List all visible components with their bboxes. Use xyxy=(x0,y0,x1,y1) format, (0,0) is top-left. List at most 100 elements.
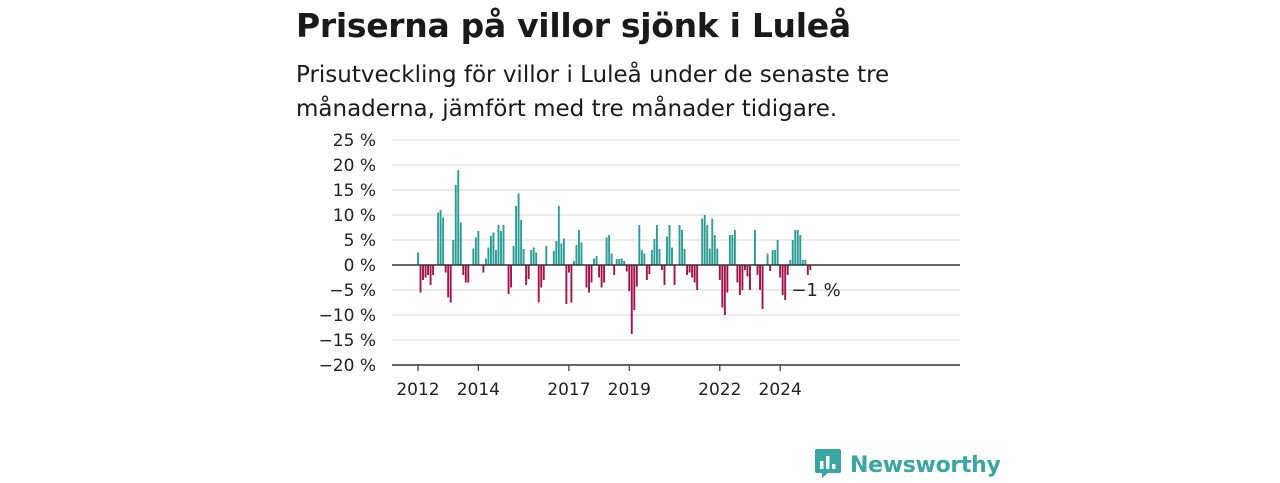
bar xyxy=(565,265,568,304)
bar xyxy=(447,265,450,298)
y-tick-label: 0 % xyxy=(344,256,376,276)
bar xyxy=(688,265,691,273)
x-tick-label: 2017 xyxy=(547,380,590,400)
bar xyxy=(630,265,633,334)
bar xyxy=(530,250,533,265)
bar xyxy=(432,265,435,275)
x-tick-label: 2022 xyxy=(698,380,741,400)
bar xyxy=(555,241,558,265)
bar xyxy=(774,250,777,265)
bar xyxy=(424,265,427,278)
bar xyxy=(723,265,726,315)
bar xyxy=(620,258,623,265)
y-tick-label: −15 % xyxy=(319,331,376,351)
bar xyxy=(575,245,578,265)
chart-subtitle: Prisutveckling för villor i Luleå under … xyxy=(296,62,890,122)
bar xyxy=(477,231,480,265)
bar xyxy=(570,265,573,303)
bar xyxy=(527,265,530,279)
bar xyxy=(784,265,787,300)
bar xyxy=(781,265,784,295)
bar xyxy=(759,265,761,290)
bar xyxy=(678,225,681,265)
bar xyxy=(744,265,746,270)
bar xyxy=(557,206,560,265)
bar xyxy=(635,265,638,287)
bar xyxy=(726,265,729,293)
bar xyxy=(585,265,588,288)
bar xyxy=(638,225,641,265)
bar xyxy=(472,248,475,265)
bar xyxy=(419,265,422,293)
bar xyxy=(532,247,535,265)
bar xyxy=(580,242,583,265)
bar xyxy=(655,225,658,265)
bar xyxy=(728,235,731,265)
bar xyxy=(515,206,518,265)
y-tick-label: 15 % xyxy=(333,181,376,201)
bar xyxy=(497,225,500,265)
x-tick-label: 2014 xyxy=(457,380,500,400)
bar xyxy=(749,265,751,290)
bar xyxy=(691,265,694,278)
bar xyxy=(716,248,719,265)
bar xyxy=(733,230,736,265)
bar xyxy=(500,231,502,265)
bar xyxy=(510,265,513,288)
bar xyxy=(545,246,548,265)
bar xyxy=(761,265,764,309)
bar xyxy=(809,265,812,270)
bar xyxy=(625,265,628,272)
bar xyxy=(600,265,603,288)
bar xyxy=(650,250,653,265)
bar xyxy=(736,265,739,283)
x-tick-label: 2019 xyxy=(608,380,651,400)
bar xyxy=(661,265,663,270)
bar xyxy=(701,218,704,265)
y-tick-label: 25 % xyxy=(333,131,376,151)
bar xyxy=(537,265,540,303)
bar xyxy=(454,185,457,265)
bars xyxy=(417,170,812,334)
brand-logo[interactable]: Newsworthy xyxy=(814,447,1001,483)
bar xyxy=(598,265,601,278)
bar xyxy=(464,265,467,283)
bar xyxy=(789,260,792,265)
bar xyxy=(741,265,744,290)
bar xyxy=(804,260,807,265)
bar xyxy=(648,265,651,274)
bar xyxy=(693,265,696,283)
bar xyxy=(489,236,492,265)
bar xyxy=(779,265,782,278)
bar xyxy=(495,250,497,265)
bar xyxy=(633,265,636,310)
bar xyxy=(615,259,618,265)
bar xyxy=(562,238,565,265)
bar xyxy=(658,249,661,265)
y-tick-label: 10 % xyxy=(333,206,376,226)
bar xyxy=(708,248,711,265)
bar xyxy=(484,258,487,265)
bar xyxy=(791,240,794,265)
bar xyxy=(572,261,575,265)
brand-name: Newsworthy xyxy=(850,452,1001,478)
x-tick-label: 2024 xyxy=(759,380,802,400)
newsworthy-logo-icon xyxy=(814,447,842,483)
y-tick-label: 5 % xyxy=(344,231,376,251)
bar xyxy=(474,237,477,265)
axes xyxy=(392,264,960,366)
latest-value-label: −1 % xyxy=(791,280,840,301)
bar xyxy=(645,265,648,280)
bar xyxy=(512,246,515,265)
bar xyxy=(769,265,772,271)
bar xyxy=(623,261,626,265)
bar xyxy=(683,249,686,265)
bar xyxy=(605,237,608,265)
y-tick-label: −10 % xyxy=(319,306,376,326)
bar xyxy=(628,265,631,291)
x-axis-labels: 2012 2014 2017 2019 2022 2024 xyxy=(396,365,802,400)
bar xyxy=(593,258,595,265)
bar xyxy=(578,230,580,265)
bar xyxy=(560,243,563,265)
y-tick-label: −5 % xyxy=(329,281,376,301)
